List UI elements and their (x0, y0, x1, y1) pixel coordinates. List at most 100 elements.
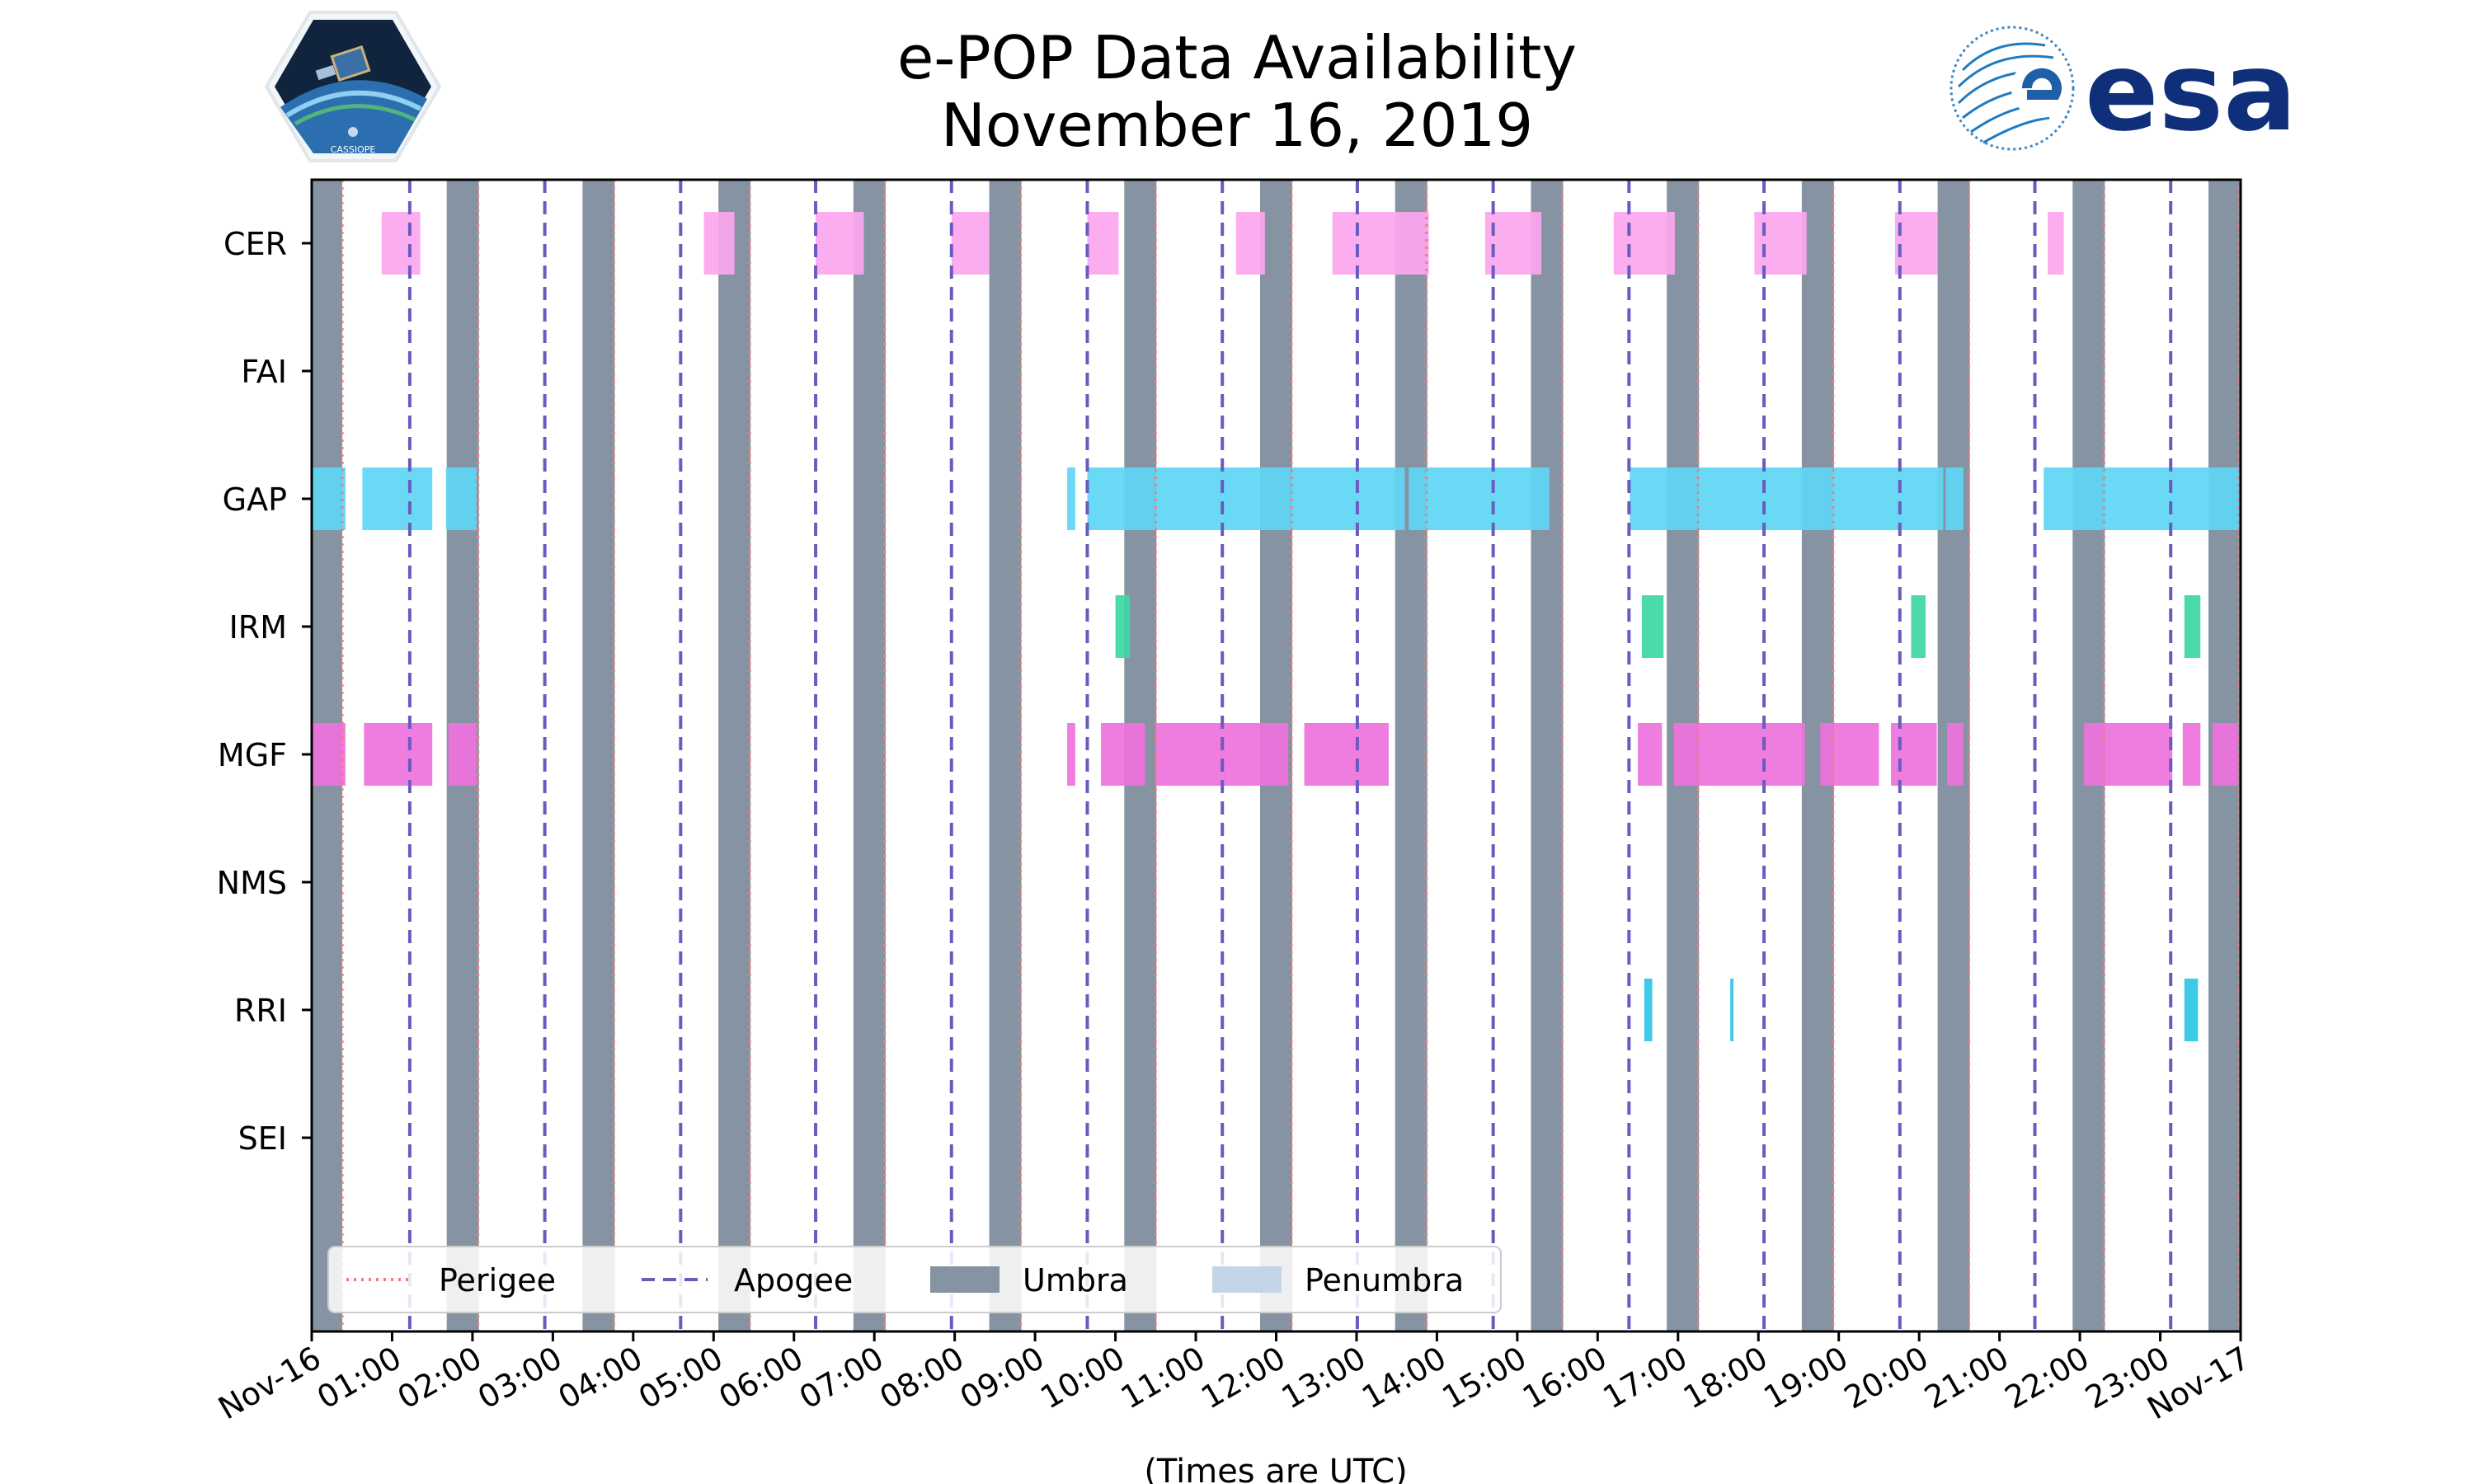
availability-bar-rri (1730, 979, 1734, 1041)
umbra-band (1395, 180, 1427, 1331)
x-tick-label: 11:00 (1115, 1340, 1211, 1416)
umbra-band (1531, 180, 1564, 1331)
x-axis: Nov-1601:0002:0003:0004:0005:0006:0007:0… (212, 1331, 2256, 1427)
umbra-band (582, 180, 615, 1331)
availability-bar-cer (1613, 212, 1675, 275)
cassiope-logo: CASSIOPE (264, 11, 442, 162)
availability-bar-gap (2044, 467, 2241, 530)
y-tick-label-irm: IRM (229, 609, 287, 646)
x-tick-label: 18:00 (1677, 1340, 1774, 1416)
x-tick-label: 16:00 (1517, 1340, 1613, 1416)
availability-bar-gap (1630, 467, 1944, 530)
x-tick-label: 14:00 (1356, 1340, 1452, 1416)
umbra-band (718, 180, 751, 1331)
availability-bar-rri (1644, 979, 1653, 1041)
legend-box (327, 1246, 1502, 1313)
x-tick-label: 08:00 (873, 1340, 970, 1416)
x-tick-label: 04:00 (552, 1340, 648, 1416)
availability-bar-mgf (2083, 723, 2173, 786)
availability-bar-mgf (1067, 723, 1075, 786)
cassiope-logo-text: CASSIOPE (331, 144, 376, 155)
availability-bars (312, 212, 2241, 1041)
availability-bar-mgf (2182, 723, 2201, 786)
availability-bar-irm (1641, 595, 1664, 658)
availability-bar-cer (703, 212, 735, 275)
availability-bar-mgf (364, 723, 433, 786)
legend-label-penumbra: Penumbra (1305, 1262, 1464, 1298)
availability-bar-mgf (1304, 723, 1389, 786)
availability-bar-cer (1087, 212, 1119, 275)
availability-bar-irm (1115, 595, 1131, 658)
esa-logo: esa (1950, 26, 2297, 156)
x-tick-label: 06:00 (713, 1340, 809, 1416)
availability-bar-mgf (448, 723, 477, 786)
availability-bar-mgf (1947, 723, 1964, 786)
x-tick-label: 19:00 (1757, 1340, 1854, 1416)
availability-bar-gap (1945, 467, 1964, 530)
availability-bar-gap (1409, 467, 1550, 530)
x-tick-label: 07:00 (793, 1340, 890, 1416)
availability-bar-cer (2048, 212, 2064, 275)
x-tick-label: 12:00 (1195, 1340, 1291, 1416)
esa-logo-text: esa (2085, 29, 2297, 156)
legend-label-apogee: Apogee (734, 1262, 853, 1298)
x-tick-label: 05:00 (633, 1340, 729, 1416)
chart-title-line1: e-POP Data Availability (897, 23, 1577, 92)
y-tick-label-mgf: MGF (218, 737, 287, 773)
availability-bar-cer (1484, 212, 1542, 275)
availability-bar-cer (1332, 212, 1429, 275)
y-tick-label-nms: NMS (217, 865, 287, 901)
x-tick-label: 02:00 (392, 1340, 488, 1416)
x-tick-label: 15:00 (1437, 1340, 1533, 1416)
legend-label-perigee: Perigee (439, 1262, 556, 1298)
availability-bar-mgf (312, 723, 346, 786)
x-tick-label: 10:00 (1034, 1340, 1131, 1416)
availability-bar-mgf (2212, 723, 2239, 786)
chart-title-line2: November 16, 2019 (940, 91, 1534, 160)
x-tick-label: 03:00 (472, 1340, 568, 1416)
availability-bar-mgf (1820, 723, 1879, 786)
availability-bar-mgf (1101, 723, 1145, 786)
availability-bar-gap (1067, 467, 1075, 530)
availability-bar-gap (362, 467, 433, 530)
availability-bar-mgf (1155, 723, 1289, 786)
x-tick-label: 22:00 (1999, 1340, 2095, 1416)
y-tick-label-fai: FAI (241, 354, 287, 390)
availability-bar-irm (2184, 595, 2201, 658)
x-tick-label: 21:00 (1918, 1340, 2015, 1416)
x-tick-label: 20:00 (1838, 1340, 1935, 1416)
availability-bar-gap (445, 467, 477, 530)
y-tick-label-sei: SEI (238, 1120, 287, 1157)
availability-bar-cer (1235, 212, 1265, 275)
umbra-layer (312, 180, 2241, 1331)
availability-bar-gap (312, 467, 346, 530)
x-tick-label: 13:00 (1276, 1340, 1372, 1416)
y-tick-label-rri: RRI (234, 993, 287, 1029)
legend-swatch-penumbra (1212, 1266, 1282, 1293)
availability-bar-cer (951, 212, 990, 275)
umbra-band (853, 180, 886, 1331)
y-tick-label-gap: GAP (223, 481, 287, 518)
legend: Perigee Apogee Umbra Penumbra (327, 1246, 1502, 1313)
x-axis-label: (Times are UTC) (1144, 1453, 1407, 1484)
y-axis: CER FAI GAP IRM MGF NMS RRI SEI (217, 226, 312, 1157)
availability-bar-rri (2184, 979, 2199, 1041)
umbra-band (989, 180, 1022, 1331)
availability-bar-cer (816, 212, 864, 275)
y-tick-label-cer: CER (223, 226, 287, 262)
availability-bar-irm (1911, 595, 1926, 658)
x-tick-label: Nov-16 (212, 1340, 327, 1427)
availability-bar-cer (1894, 212, 1938, 275)
availability-bar-gap (1087, 467, 1405, 530)
availability-bar-mgf (1638, 723, 1663, 786)
availability-bar-cer (1754, 212, 1807, 275)
availability-bar-mgf (1891, 723, 1937, 786)
x-tick-label: 01:00 (311, 1340, 407, 1416)
availability-bar-cer (381, 212, 421, 275)
x-tick-label: 17:00 (1597, 1340, 1693, 1416)
legend-swatch-umbra (930, 1266, 999, 1293)
legend-label-umbra: Umbra (1023, 1262, 1128, 1298)
availability-bar-mgf (1673, 723, 1805, 786)
x-tick-label: 09:00 (954, 1340, 1051, 1416)
